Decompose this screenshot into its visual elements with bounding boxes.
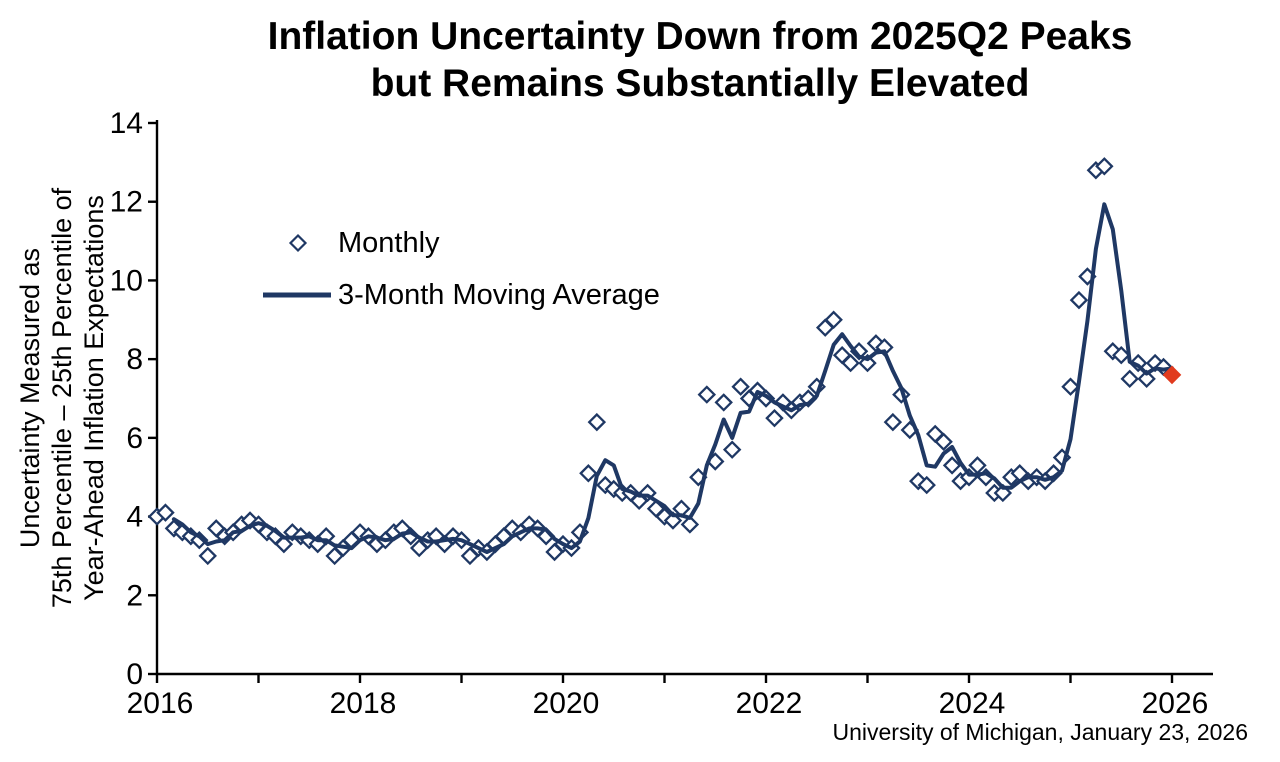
legend-item-monthly: Monthly xyxy=(262,217,660,269)
monthly-point xyxy=(579,464,598,483)
monthly-diamond-icon xyxy=(262,233,334,253)
latest-point-marker xyxy=(1162,365,1182,385)
monthly-point xyxy=(156,503,175,522)
monthly-point xyxy=(917,475,936,495)
chart-title-line1: Inflation Uncertainty Down from 2025Q2 P… xyxy=(267,15,1133,58)
y-tick-label: 6 xyxy=(126,422,143,455)
monthly-point xyxy=(680,515,700,534)
monthly-point xyxy=(274,534,294,554)
monthly-point xyxy=(1137,369,1156,389)
monthly-point xyxy=(198,546,217,566)
x-tick-label: 2022 xyxy=(736,687,803,720)
axes xyxy=(148,120,1213,683)
monthly-point xyxy=(909,471,928,491)
y-tick-label: 10 xyxy=(110,264,143,297)
x-tick-label: 2016 xyxy=(127,687,194,720)
y-tick-label: 0 xyxy=(126,658,143,691)
axis-tick-labels: 0 2 4 6 8 10 12 14 2016 2018 2020 2022 2024 2026 xyxy=(110,107,1209,720)
monthly-point xyxy=(799,389,818,408)
chart-title: Inflation Uncertainty Down from 2025Q2 P… xyxy=(140,14,1260,108)
y-tick-label: 12 xyxy=(110,186,143,219)
y-tick-label: 4 xyxy=(126,501,143,534)
legend-monthly-label: Monthly xyxy=(338,226,440,259)
legend: Monthly 3-Month Moving Average xyxy=(262,217,660,321)
monthly-point xyxy=(1044,464,1063,483)
monthly-point xyxy=(968,456,987,475)
monthly-point xyxy=(1095,157,1114,176)
monthly-point xyxy=(722,440,742,459)
x-tick-label: 2018 xyxy=(330,687,397,720)
monthly-point xyxy=(1061,377,1080,396)
y-tick-label: 8 xyxy=(126,343,143,376)
moving-average-line xyxy=(171,202,1174,554)
x-tick-label: 2026 xyxy=(1142,687,1209,720)
chart-title-line2: but Remains Substantially Elevated xyxy=(370,61,1030,105)
monthly-point xyxy=(1069,290,1089,310)
monthly-point xyxy=(1128,353,1148,373)
monthly-point xyxy=(841,353,860,373)
legend-moving-average-label: 3-Month Moving Average xyxy=(338,278,660,311)
monthly-point xyxy=(934,432,953,452)
monthly-point xyxy=(587,412,607,432)
monthly-point xyxy=(765,408,784,428)
y-tick-label: 14 xyxy=(110,107,143,140)
monthly-point xyxy=(731,377,750,396)
x-tick-label: 2024 xyxy=(939,687,1006,720)
monthly-point xyxy=(1112,345,1131,365)
monthly-point xyxy=(883,412,903,432)
legend-item-moving-average: 3-Month Moving Average xyxy=(262,269,660,321)
monthly-point xyxy=(1120,369,1139,389)
y-tick-label: 2 xyxy=(126,579,143,612)
monthly-point xyxy=(596,475,615,495)
x-tick-label: 2020 xyxy=(533,687,600,720)
moving-average-line-icon xyxy=(262,291,334,299)
monthly-point xyxy=(714,393,733,412)
monthly-point xyxy=(697,385,717,404)
monthly-point xyxy=(942,456,962,475)
monthly-point xyxy=(824,310,843,330)
source-credit: University of Michigan, January 23, 2026 xyxy=(832,719,1249,745)
monthly-point xyxy=(164,519,184,538)
